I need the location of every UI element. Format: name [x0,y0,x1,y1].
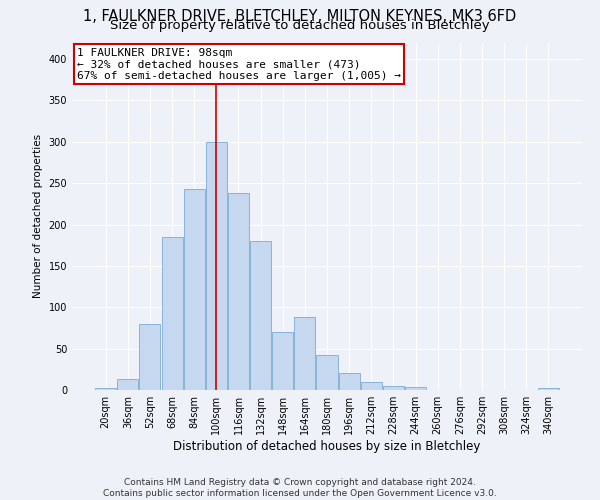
Bar [361,382,382,390]
Bar [161,237,182,390]
Text: 1 FAULKNER DRIVE: 98sqm
← 32% of detached houses are smaller (473)
67% of semi-d: 1 FAULKNER DRIVE: 98sqm ← 32% of detache… [77,48,401,81]
Y-axis label: Number of detached properties: Number of detached properties [33,134,43,298]
Bar [184,189,205,390]
Bar [228,193,249,390]
Bar [118,379,139,390]
Bar [538,388,559,390]
Bar [206,142,227,390]
Text: Size of property relative to detached houses in Bletchley: Size of property relative to detached ho… [110,19,490,32]
Bar [139,324,160,390]
Text: 1, FAULKNER DRIVE, BLETCHLEY, MILTON KEYNES, MK3 6FD: 1, FAULKNER DRIVE, BLETCHLEY, MILTON KEY… [83,9,517,24]
Bar [338,374,359,390]
Bar [405,386,426,390]
X-axis label: Distribution of detached houses by size in Bletchley: Distribution of detached houses by size … [173,440,481,453]
Bar [383,386,404,390]
Bar [316,355,338,390]
Bar [250,241,271,390]
Bar [272,332,293,390]
Text: Contains HM Land Registry data © Crown copyright and database right 2024.
Contai: Contains HM Land Registry data © Crown c… [103,478,497,498]
Bar [295,317,316,390]
Bar [95,388,116,390]
